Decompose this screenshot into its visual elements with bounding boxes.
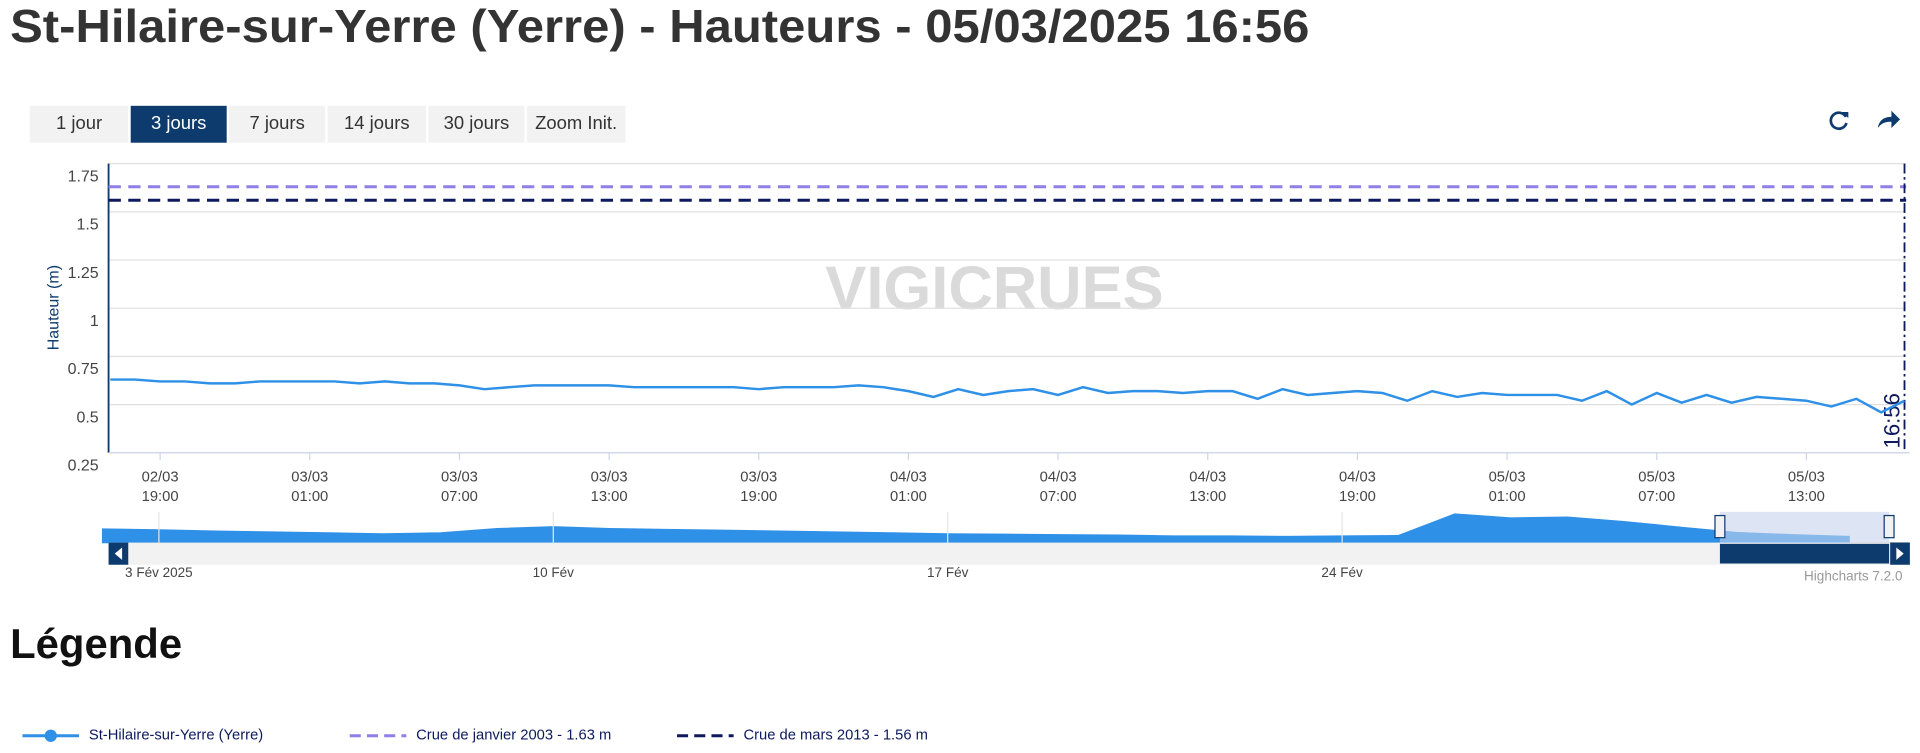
legend-label[interactable]: Crue de mars 2013 - 1.56 m <box>743 728 927 744</box>
page-title: St-Hilaire-sur-Yerre (Yerre) - Hauteurs … <box>10 0 1309 52</box>
range-button-label[interactable]: Zoom Init. <box>535 112 617 133</box>
refresh-icon[interactable] <box>1829 111 1848 130</box>
x-tick-time: 07:00 <box>1040 489 1077 505</box>
x-tick-time: 13:00 <box>1788 489 1825 505</box>
range-button[interactable]: 3 jours <box>130 105 227 143</box>
y-tick-label: 1.75 <box>68 168 99 185</box>
y-tick-label: 0.5 <box>76 409 98 426</box>
legend-item[interactable]: Crue de mars 2013 - 1.56 m <box>677 728 928 744</box>
range-button-label[interactable]: 1 jour <box>56 112 102 133</box>
range-button[interactable]: Zoom Init. <box>526 105 626 143</box>
range-button-label[interactable]: 30 jours <box>444 112 510 133</box>
x-tick-time: 13:00 <box>591 489 628 505</box>
y-tick-label: 0.75 <box>68 361 99 378</box>
range-button-label[interactable]: 7 jours <box>249 112 304 133</box>
navigator-area <box>101 513 1850 544</box>
navigator-handle[interactable] <box>1883 514 1895 539</box>
range-button[interactable]: 1 jour <box>29 105 129 143</box>
x-tick-date: 03/03 <box>441 469 478 485</box>
range-button-bg[interactable] <box>526 105 626 143</box>
x-tick-date: 03/03 <box>591 469 628 485</box>
legend-item[interactable]: Crue de janvier 2003 - 1.63 m <box>349 728 612 744</box>
scrollbar-right-arrow[interactable] <box>1896 547 1904 560</box>
x-tick-date: 04/03 <box>1189 469 1226 485</box>
x-tick-date: 04/03 <box>1040 469 1077 485</box>
refresh-button[interactable] <box>1829 111 1849 130</box>
range-button-label[interactable]: 3 jours <box>151 112 206 133</box>
navigator-handle[interactable] <box>1714 514 1726 539</box>
range-button-label[interactable]: 14 jours <box>344 112 410 133</box>
navigator-tick-label: 17 Fév <box>927 565 969 580</box>
share-icon[interactable] <box>1877 110 1901 128</box>
x-tick-time: 01:00 <box>1489 489 1526 505</box>
x-tick-time: 19:00 <box>142 489 179 505</box>
x-tick-date: 04/03 <box>1339 469 1376 485</box>
y-tick-label: 0.25 <box>68 458 99 475</box>
x-tick-date: 04/03 <box>890 469 927 485</box>
x-tick-date: 02/03 <box>142 469 179 485</box>
range-button-bg[interactable] <box>29 105 129 143</box>
scrollbar-track[interactable] <box>108 542 1910 565</box>
series-line <box>110 378 1905 414</box>
x-tick-time: 01:00 <box>291 489 328 505</box>
navigator-tick-label: 24 Fév <box>1321 565 1363 580</box>
range-button[interactable]: 14 jours <box>327 105 427 143</box>
range-button-bg[interactable] <box>327 105 427 143</box>
scrollbar-thumb[interactable] <box>1719 543 1890 564</box>
range-button-bg[interactable] <box>229 105 326 143</box>
legend-label[interactable]: St-Hilaire-sur-Yerre (Yerre) <box>89 728 263 744</box>
x-tick-date: 03/03 <box>291 469 328 485</box>
range-button-bg[interactable] <box>428 105 525 143</box>
x-tick-time: 01:00 <box>890 489 927 505</box>
y-tick-label: 1 <box>90 313 99 330</box>
y-axis-title: Hauteur (m) <box>46 265 63 350</box>
share-button[interactable] <box>1877 110 1901 128</box>
navigator-tick-label: 3 Fév 2025 <box>125 565 193 580</box>
scrollbar-left-arrow[interactable] <box>114 547 123 560</box>
legend-marker[interactable] <box>44 729 57 742</box>
x-tick-date: 05/03 <box>1638 469 1675 485</box>
range-button[interactable]: 7 jours <box>229 105 326 143</box>
refresh-arrow[interactable] <box>1842 111 1849 119</box>
y-tick-label: 1.25 <box>68 265 99 282</box>
y-tick-label: 1.5 <box>76 217 98 234</box>
x-tick-time: 19:00 <box>740 489 777 505</box>
legend-label[interactable]: Crue de janvier 2003 - 1.63 m <box>416 728 611 744</box>
x-tick-date: 05/03 <box>1788 469 1825 485</box>
x-tick-date: 05/03 <box>1489 469 1526 485</box>
legend-title: Légende <box>10 620 182 667</box>
x-tick-time: 07:00 <box>441 489 478 505</box>
x-tick-date: 03/03 <box>740 469 777 485</box>
x-tick-time: 07:00 <box>1638 489 1675 505</box>
x-tick-time: 19:00 <box>1339 489 1376 505</box>
watermark: VIGICRUES <box>825 254 1163 323</box>
navigator-mask <box>1719 511 1890 543</box>
range-button[interactable]: 30 jours <box>428 105 525 143</box>
navigator-tick-label: 10 Fév <box>533 565 575 580</box>
legend-item[interactable]: St-Hilaire-sur-Yerre (Yerre) <box>22 728 263 744</box>
credits: Highcharts 7.2.0 <box>1804 569 1902 584</box>
x-tick-time: 13:00 <box>1189 489 1226 505</box>
range-button-bg[interactable] <box>130 105 227 143</box>
